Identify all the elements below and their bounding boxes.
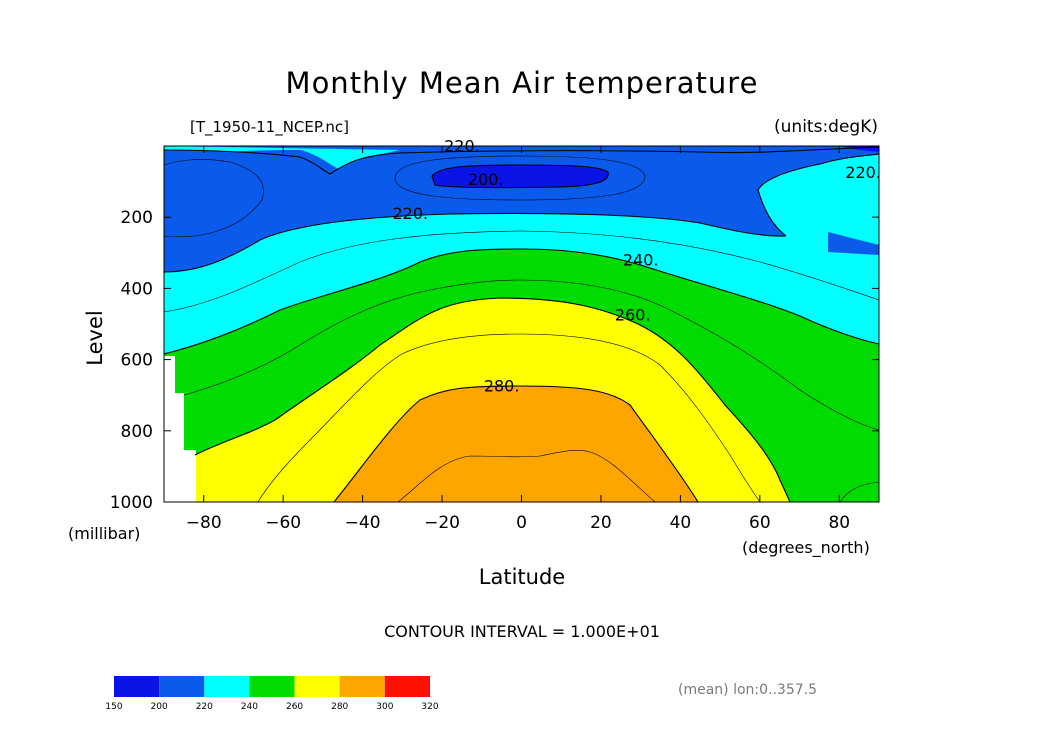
colorbar-label: 260 — [286, 702, 303, 712]
y-tick-label: 600 — [121, 351, 153, 371]
colorbar-swatch — [114, 676, 160, 697]
contour-label: 200. — [468, 170, 504, 189]
colorbar-label: 200 — [151, 702, 168, 712]
x-tick-label: −80 — [186, 513, 222, 533]
x-tick-label: −20 — [424, 513, 460, 533]
contour-label: 220. — [845, 163, 881, 182]
x-tick-label: 0 — [516, 513, 527, 533]
colorbar-label: 300 — [376, 702, 393, 712]
colorbar-label: 150 — [105, 702, 122, 712]
contour-lines — [164, 146, 879, 502]
x-tick-label: −60 — [265, 513, 301, 533]
units-label: (units:degK) — [774, 117, 878, 137]
contour-line-290 — [397, 450, 656, 502]
x-axis-units: (degrees_north) — [742, 538, 870, 557]
x-tick-label: 20 — [590, 513, 612, 533]
contour-line-210 — [394, 155, 646, 201]
x-tick-label: −40 — [345, 513, 381, 533]
mean-label: (mean) lon:0..357.5 — [678, 682, 818, 698]
contour-line-230 — [164, 230, 879, 313]
x-tick-label: 60 — [749, 513, 771, 533]
y-tick-label: 1000 — [110, 493, 153, 513]
colorbar-swatch — [204, 676, 250, 697]
band-200-220-upper — [164, 147, 879, 272]
contour-labels: 220. 200. 220. 220. 240. 260. 280. — [392, 136, 880, 395]
colorbar-label: 320 — [421, 702, 438, 712]
contour-label: 220. — [444, 136, 480, 155]
band-260-280 — [195, 298, 790, 502]
colorbar-label: 240 — [241, 702, 258, 712]
contour-line-220-upper — [164, 146, 879, 175]
band-240-260 — [164, 249, 879, 502]
colorbar-label: 220 — [196, 702, 213, 712]
colorbar-swatch — [249, 676, 295, 697]
contour-line-270 — [257, 333, 761, 502]
contour-fill-group — [164, 146, 879, 502]
plot-frame — [163, 145, 880, 503]
band-below-200-corner — [840, 146, 879, 152]
colorbar-swatch — [294, 676, 340, 697]
contour-line-280 — [333, 385, 699, 502]
x-tick-label: 80 — [828, 513, 850, 533]
contour-label: 240. — [623, 250, 659, 269]
y-axis-label: Level — [83, 310, 107, 366]
y-tick-label: 200 — [121, 208, 153, 228]
contour-line-250 — [183, 279, 879, 431]
chart-title: Monthly Mean Air temperature — [285, 66, 759, 100]
colorbar-label: 280 — [331, 702, 348, 712]
band-220-240 — [164, 146, 879, 502]
contour-line-200 — [431, 164, 609, 189]
band-280-300 — [334, 386, 698, 502]
contour-label: 220. — [392, 204, 428, 223]
x-axis: −80 −60 −40 −20 0 20 40 60 80 — [186, 146, 850, 533]
contour-interval-label: CONTOUR INTERVAL = 1.000E+01 — [384, 622, 660, 641]
contour-label: 280. — [484, 377, 520, 396]
colorbar-swatch — [384, 676, 430, 697]
x-axis-label: Latitude — [478, 565, 566, 589]
colorbar-swatch — [159, 676, 205, 697]
contour-line-260 — [194, 297, 791, 502]
contour-line-220-lower — [164, 212, 787, 273]
y-axis-units: (millibar) — [68, 524, 141, 543]
y-axis: 200 400 600 800 1000 — [110, 208, 879, 513]
contour-line-240 — [164, 248, 879, 355]
y-tick-label: 400 — [121, 279, 153, 299]
contour-line-220-right — [757, 153, 879, 237]
missing-data-region — [164, 356, 196, 502]
colorbar: 150 200 220 240 260 280 300 320 — [105, 676, 439, 712]
file-label: [T_1950-11_NCEP.nc] — [190, 118, 349, 136]
band-200-220 — [164, 146, 879, 502]
contour-label: 260. — [615, 305, 651, 324]
contour-line-210-left — [164, 159, 264, 238]
x-tick-label: 40 — [670, 513, 692, 533]
colorbar-swatch — [339, 676, 385, 697]
contour-line-250-right — [839, 481, 879, 502]
band-below-200 — [432, 165, 609, 188]
y-tick-label: 800 — [121, 422, 153, 442]
